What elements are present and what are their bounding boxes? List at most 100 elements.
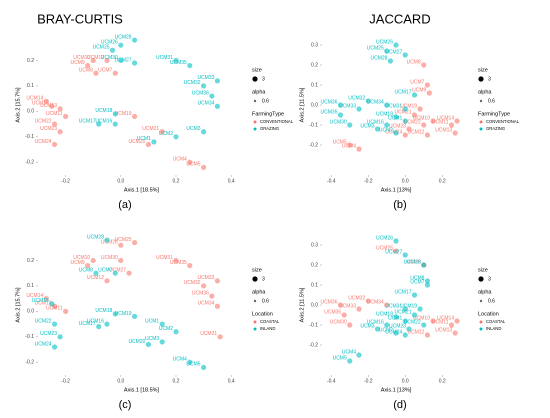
point-label: UCM16 bbox=[87, 318, 104, 324]
point-label: UCM35 bbox=[170, 260, 187, 266]
point bbox=[393, 130, 399, 136]
point bbox=[402, 252, 408, 258]
x-axis-label: Axis.1 [13%] bbox=[381, 187, 412, 193]
point bbox=[187, 359, 193, 365]
point-label: UCM5 bbox=[333, 139, 347, 145]
y-tick-label: 0.2 bbox=[27, 258, 34, 264]
point-label: UCM19 bbox=[115, 111, 132, 117]
point-label: UCM11 bbox=[432, 319, 449, 325]
point-label: UCM34 bbox=[367, 299, 384, 305]
point-label: UCM31 bbox=[156, 55, 173, 61]
point bbox=[452, 130, 458, 136]
point-label: UCM24 bbox=[35, 341, 52, 347]
point bbox=[63, 308, 69, 314]
point-label: UCM30 bbox=[101, 255, 118, 261]
point bbox=[51, 141, 58, 148]
point bbox=[430, 118, 436, 124]
point-label: UCM23 bbox=[40, 126, 57, 132]
point-label: UCM11 bbox=[432, 119, 449, 125]
legend-label: COASTAL bbox=[260, 319, 280, 324]
point-label: UCM22 bbox=[35, 318, 52, 324]
legend-title: FarmingType bbox=[252, 111, 284, 117]
point bbox=[201, 283, 207, 289]
y-tick-label: 0.2 bbox=[27, 58, 34, 64]
x-tick-label: 0.4 bbox=[228, 178, 235, 184]
point bbox=[104, 278, 110, 284]
point-label: UCM17 bbox=[79, 118, 96, 124]
point bbox=[421, 262, 427, 268]
legend-title: size bbox=[252, 267, 262, 273]
y-tick-label: 0.0 bbox=[311, 302, 318, 308]
point bbox=[187, 262, 193, 269]
point bbox=[384, 302, 390, 308]
point bbox=[424, 132, 431, 138]
point-label: UCM30 bbox=[330, 119, 347, 125]
point bbox=[393, 238, 399, 244]
point bbox=[51, 321, 58, 327]
legend-alpha-key bbox=[253, 99, 257, 103]
point bbox=[365, 98, 371, 104]
legend-title: size bbox=[252, 67, 262, 73]
point bbox=[93, 70, 99, 76]
point-label: UCM21 bbox=[200, 331, 217, 337]
point-label: UCM25 bbox=[115, 237, 132, 243]
point-label: UCM27 bbox=[385, 249, 402, 255]
y-tick-label: 0.2 bbox=[311, 62, 318, 68]
point-label: UCM18 bbox=[95, 108, 112, 114]
point-label: UCM30 bbox=[330, 319, 347, 325]
point bbox=[159, 339, 165, 345]
x-axis-label: Axis.1 [18.5%] bbox=[124, 187, 160, 193]
x-tick-label: -0.2 bbox=[61, 378, 70, 384]
y-tick-label: 0.1 bbox=[27, 283, 34, 289]
point-label: UCM22 bbox=[35, 118, 52, 124]
x-tick-label: 0.0 bbox=[402, 178, 409, 184]
point-label: UCM17 bbox=[395, 289, 412, 295]
point-label: UCM7 bbox=[410, 279, 424, 285]
point bbox=[132, 60, 138, 66]
point-label: UCM18 bbox=[376, 311, 393, 317]
point bbox=[145, 341, 151, 348]
point bbox=[421, 322, 427, 328]
legend-alpha-key bbox=[479, 99, 483, 103]
point-label: UCM12 bbox=[87, 55, 104, 61]
point bbox=[365, 298, 371, 304]
point bbox=[118, 42, 124, 48]
point-label: UCM34 bbox=[367, 99, 384, 105]
point bbox=[173, 257, 179, 264]
point-label: UCM28 bbox=[87, 234, 104, 240]
point bbox=[187, 62, 193, 69]
point bbox=[201, 129, 207, 135]
y-tick-label: 0.0 bbox=[27, 109, 34, 115]
point bbox=[393, 248, 399, 254]
point-label: UCM3 bbox=[360, 123, 374, 129]
point bbox=[201, 83, 207, 89]
point-label: UCM26 bbox=[376, 235, 393, 241]
point bbox=[402, 318, 408, 324]
x-axis-label: Axis.1 [13%] bbox=[381, 387, 412, 393]
point bbox=[90, 257, 96, 264]
point bbox=[417, 106, 423, 112]
legend-key bbox=[479, 127, 483, 131]
point bbox=[356, 146, 362, 152]
point bbox=[402, 306, 408, 312]
legend-title: size bbox=[478, 67, 488, 73]
point-label: UCM30 bbox=[101, 55, 118, 61]
point-label: UCM2 bbox=[379, 327, 393, 333]
point-label: UCM35 bbox=[321, 109, 338, 115]
legend-alpha-value: 0.6 bbox=[262, 98, 269, 104]
point-label: UCM13 bbox=[35, 301, 52, 307]
point bbox=[424, 82, 431, 88]
y-tick-label: 0.1 bbox=[27, 83, 34, 89]
point bbox=[217, 334, 223, 340]
legend-title: alpha bbox=[252, 89, 266, 95]
point bbox=[173, 57, 179, 64]
point bbox=[356, 106, 362, 112]
legend-key bbox=[479, 327, 483, 331]
point-label: UCM21 bbox=[395, 309, 412, 315]
x-tick-label: -0.2 bbox=[61, 178, 70, 184]
panel-label: (b) bbox=[393, 199, 406, 211]
legend-size-key bbox=[478, 276, 484, 282]
panel-label: (d) bbox=[393, 399, 406, 411]
point bbox=[402, 52, 408, 58]
legend-alpha-key bbox=[253, 299, 257, 303]
